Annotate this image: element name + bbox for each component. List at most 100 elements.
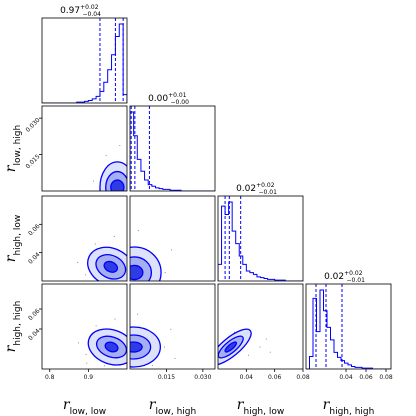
x-tick-label: 0.04: [339, 374, 353, 381]
histogram-title-2: 0.02+0.02 −0.01: [236, 182, 277, 196]
x-tick-label: 0.08: [296, 374, 310, 381]
panel-frame: [41, 105, 128, 192]
y-tick-label: 0.06: [27, 307, 42, 322]
title-minus: −0.04: [83, 11, 102, 18]
x-tick-label: 0.015: [158, 374, 175, 381]
sample-point: [105, 155, 107, 157]
title-minus: −0.00: [171, 99, 190, 106]
x-axis-label-2-subscript: high, low: [243, 407, 284, 416]
histogram-steps: [130, 111, 215, 191]
panel-frame: [217, 283, 304, 370]
y-axis-label-1-symbol: r: [3, 164, 19, 172]
histogram-panel-2: [218, 196, 303, 281]
contour-level-3: [224, 341, 238, 353]
histogram-steps: [218, 201, 303, 281]
title-plus: +0.02: [344, 270, 363, 277]
contour-level-3: [110, 179, 125, 191]
sample-point: [269, 351, 271, 353]
contour-panel-3-2: [203, 328, 271, 366]
x-axis-label-2: rhigh, low: [237, 397, 284, 416]
sample-point: [137, 187, 138, 188]
sample-point: [94, 243, 96, 245]
histogram-panel-3: [306, 284, 391, 369]
sample-point: [95, 325, 97, 327]
panel-frame: [41, 283, 128, 370]
contour-panel-3-1: [106, 313, 176, 368]
sample-point: [144, 201, 145, 202]
contour-level-3: [130, 341, 143, 353]
sample-point: [103, 287, 104, 288]
panel-frame: [129, 195, 216, 282]
sample-point: [171, 249, 173, 251]
histogram-title-1: 0.00+0.01 −0.00: [148, 92, 189, 106]
x-axis-label-1-symbol: r: [149, 397, 157, 413]
sample-point: [170, 328, 172, 330]
sample-point: [136, 313, 138, 315]
y-tick-label: 0.04: [27, 327, 42, 342]
x-axis-label-3-subscript: high, high: [329, 407, 374, 416]
x-axis-label-3-symbol: r: [323, 397, 331, 413]
histogram-steps: [306, 289, 391, 369]
sample-point: [204, 355, 205, 356]
sample-point: [265, 338, 267, 340]
title-value: 0.02: [324, 272, 344, 282]
histogram-panel-1: [130, 106, 215, 191]
sample-point: [233, 331, 235, 333]
sample-point: [164, 272, 166, 273]
sample-point: [98, 198, 99, 199]
sample-point: [222, 356, 224, 358]
contour-level-3: [104, 341, 119, 353]
x-tick-label: 0.030: [194, 374, 211, 381]
x-tick-label: 0.06: [359, 374, 373, 381]
sample-point: [151, 364, 153, 366]
y-axis-label-3: rhigh, high: [3, 301, 23, 353]
x-axis-label-2-symbol: r: [237, 397, 245, 413]
y-axis-label-2-subscript: high, low: [13, 215, 23, 256]
sample-point: [85, 353, 87, 355]
x-axis-label-0-symbol: r: [63, 397, 71, 413]
panel-frame: [129, 105, 216, 192]
x-axis-label-3: rhigh, high: [323, 397, 375, 416]
sample-point: [92, 180, 94, 182]
sample-point: [119, 144, 121, 146]
sample-point: [77, 261, 79, 263]
contour-panel-2-0: [77, 236, 127, 288]
contour-panel-3-0: [78, 318, 129, 367]
x-axis-label-0-subscript: low, low: [70, 407, 106, 416]
sample-point: [113, 236, 115, 238]
title-minus: −0.01: [259, 189, 278, 196]
sample-point: [99, 211, 100, 212]
sample-point: [103, 365, 105, 367]
sample-point: [175, 286, 176, 287]
y-tick-label: 0.030: [24, 117, 41, 134]
sample-point: [259, 346, 261, 348]
title-plus: +0.02: [256, 182, 275, 189]
title-value: 0.02: [236, 184, 256, 194]
sample-point: [203, 350, 204, 351]
sample-point: [106, 365, 107, 366]
sample-point: [114, 318, 116, 320]
panel-frame: [41, 17, 128, 104]
x-tick-label: 0.06: [268, 374, 282, 381]
histogram-title-3: 0.02+0.02 −0.01: [324, 270, 365, 284]
contour-panel-1-0: [92, 144, 145, 216]
title-minus: −0.01: [347, 277, 366, 284]
y-tick-label: 0.04: [27, 251, 42, 266]
sample-point: [116, 322, 117, 323]
sample-point: [84, 274, 86, 276]
title-plus: +0.01: [168, 92, 187, 99]
sample-point: [128, 362, 129, 363]
sample-point: [248, 354, 250, 356]
y-axis-label-2-symbol: r: [3, 254, 19, 262]
x-tick-label: 0.08: [379, 374, 393, 381]
sample-point: [153, 295, 154, 296]
sample-point: [106, 296, 107, 297]
x-tick-label: 0.04: [240, 374, 254, 381]
sample-point: [112, 215, 113, 216]
panel-frame: [129, 283, 216, 370]
y-axis-label-1: rlow, high: [3, 125, 23, 172]
sample-point: [174, 357, 176, 359]
sample-point: [78, 342, 80, 344]
title-value: 0.00: [148, 94, 168, 104]
